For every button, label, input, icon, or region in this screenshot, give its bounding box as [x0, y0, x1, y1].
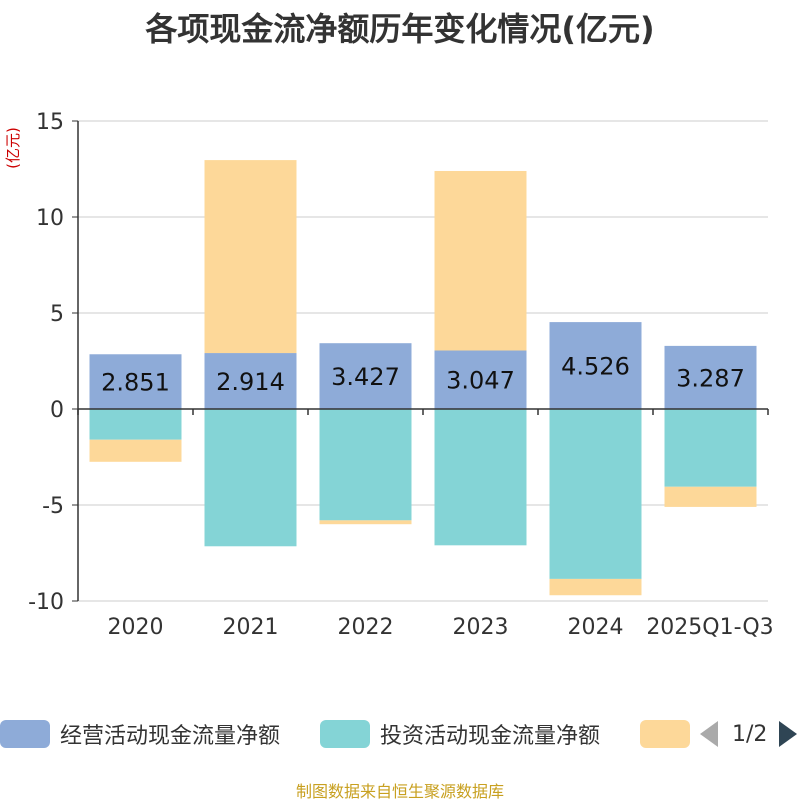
bar-financing [204, 160, 297, 354]
legend-label-operating: 经营活动现金流量净额 [60, 724, 281, 749]
y-tick-label: -5 [42, 494, 64, 519]
y-tick-label: 10 [36, 206, 64, 231]
y-tick-label: 15 [36, 110, 64, 135]
bar-financing [89, 439, 182, 462]
legend-item-operating[interactable]: 经营活动现金流量净额 [0, 716, 280, 752]
legend-item-investing[interactable]: 投资活动现金流量净额 [320, 716, 600, 752]
bar-investing [549, 409, 642, 579]
bar-operating [434, 350, 527, 409]
data-source-note: 制图数据来自恒生聚源数据库 [295, 782, 504, 801]
data-label-operating: 3.287 [676, 364, 745, 392]
x-category-label: 2023 [453, 615, 509, 640]
bar-investing [89, 409, 182, 440]
legend-label-investing: 投资活动现金流量净额 [380, 724, 601, 749]
data-label-operating: 3.427 [331, 363, 400, 391]
legend-item-financing[interactable] [640, 716, 700, 752]
chart-title: 各项现金流净额历年变化情况(亿元) [145, 10, 655, 48]
x-category-label: 2020 [108, 615, 164, 640]
bar-financing [549, 578, 642, 596]
bar-financing [319, 520, 412, 525]
x-category-label: 2022 [338, 615, 394, 640]
y-tick-label: 0 [50, 398, 64, 423]
bar-investing [434, 409, 527, 546]
x-category-label: 2024 [568, 615, 624, 640]
x-category-label: 2021 [223, 615, 279, 640]
bar-investing [664, 409, 757, 487]
cash-flow-bar-chart: -10 -5 0 5 10 15 (亿元) 2.851 2.914 3.427 3.047 4.526… [4, 110, 774, 640]
bar-operating [319, 343, 412, 409]
x-category-label: 2025Q1-Q3 [646, 615, 773, 640]
y-tick-label: 5 [50, 302, 64, 327]
legend-page-indicator: 1/2 [732, 721, 768, 747]
triangle-left-icon[interactable] [700, 721, 718, 747]
data-label-operating: 2.851 [101, 369, 170, 397]
bar-financing [664, 486, 757, 507]
bar-operating [204, 353, 297, 409]
legend-pager: 1/2 [700, 716, 798, 752]
data-label-operating: 3.047 [446, 367, 515, 395]
legend-swatch-investing [320, 720, 370, 748]
legend-swatch-financing [640, 720, 690, 748]
bar-financing [434, 170, 527, 351]
bar-investing [204, 409, 297, 547]
bar-operating [549, 322, 642, 409]
bar-investing [319, 409, 412, 521]
legend: 经营活动现金流量净额 投资活动现金流量净额 1/2 [0, 716, 800, 752]
y-unit-label: (亿元) [4, 127, 22, 169]
data-label-operating: 2.914 [216, 368, 285, 396]
legend-swatch-operating [0, 720, 50, 748]
y-tick-label: -10 [28, 590, 64, 615]
data-label-operating: 4.526 [561, 353, 630, 381]
bar-operating [89, 354, 182, 409]
triangle-right-icon[interactable] [779, 721, 798, 747]
bar-operating [664, 345, 757, 409]
